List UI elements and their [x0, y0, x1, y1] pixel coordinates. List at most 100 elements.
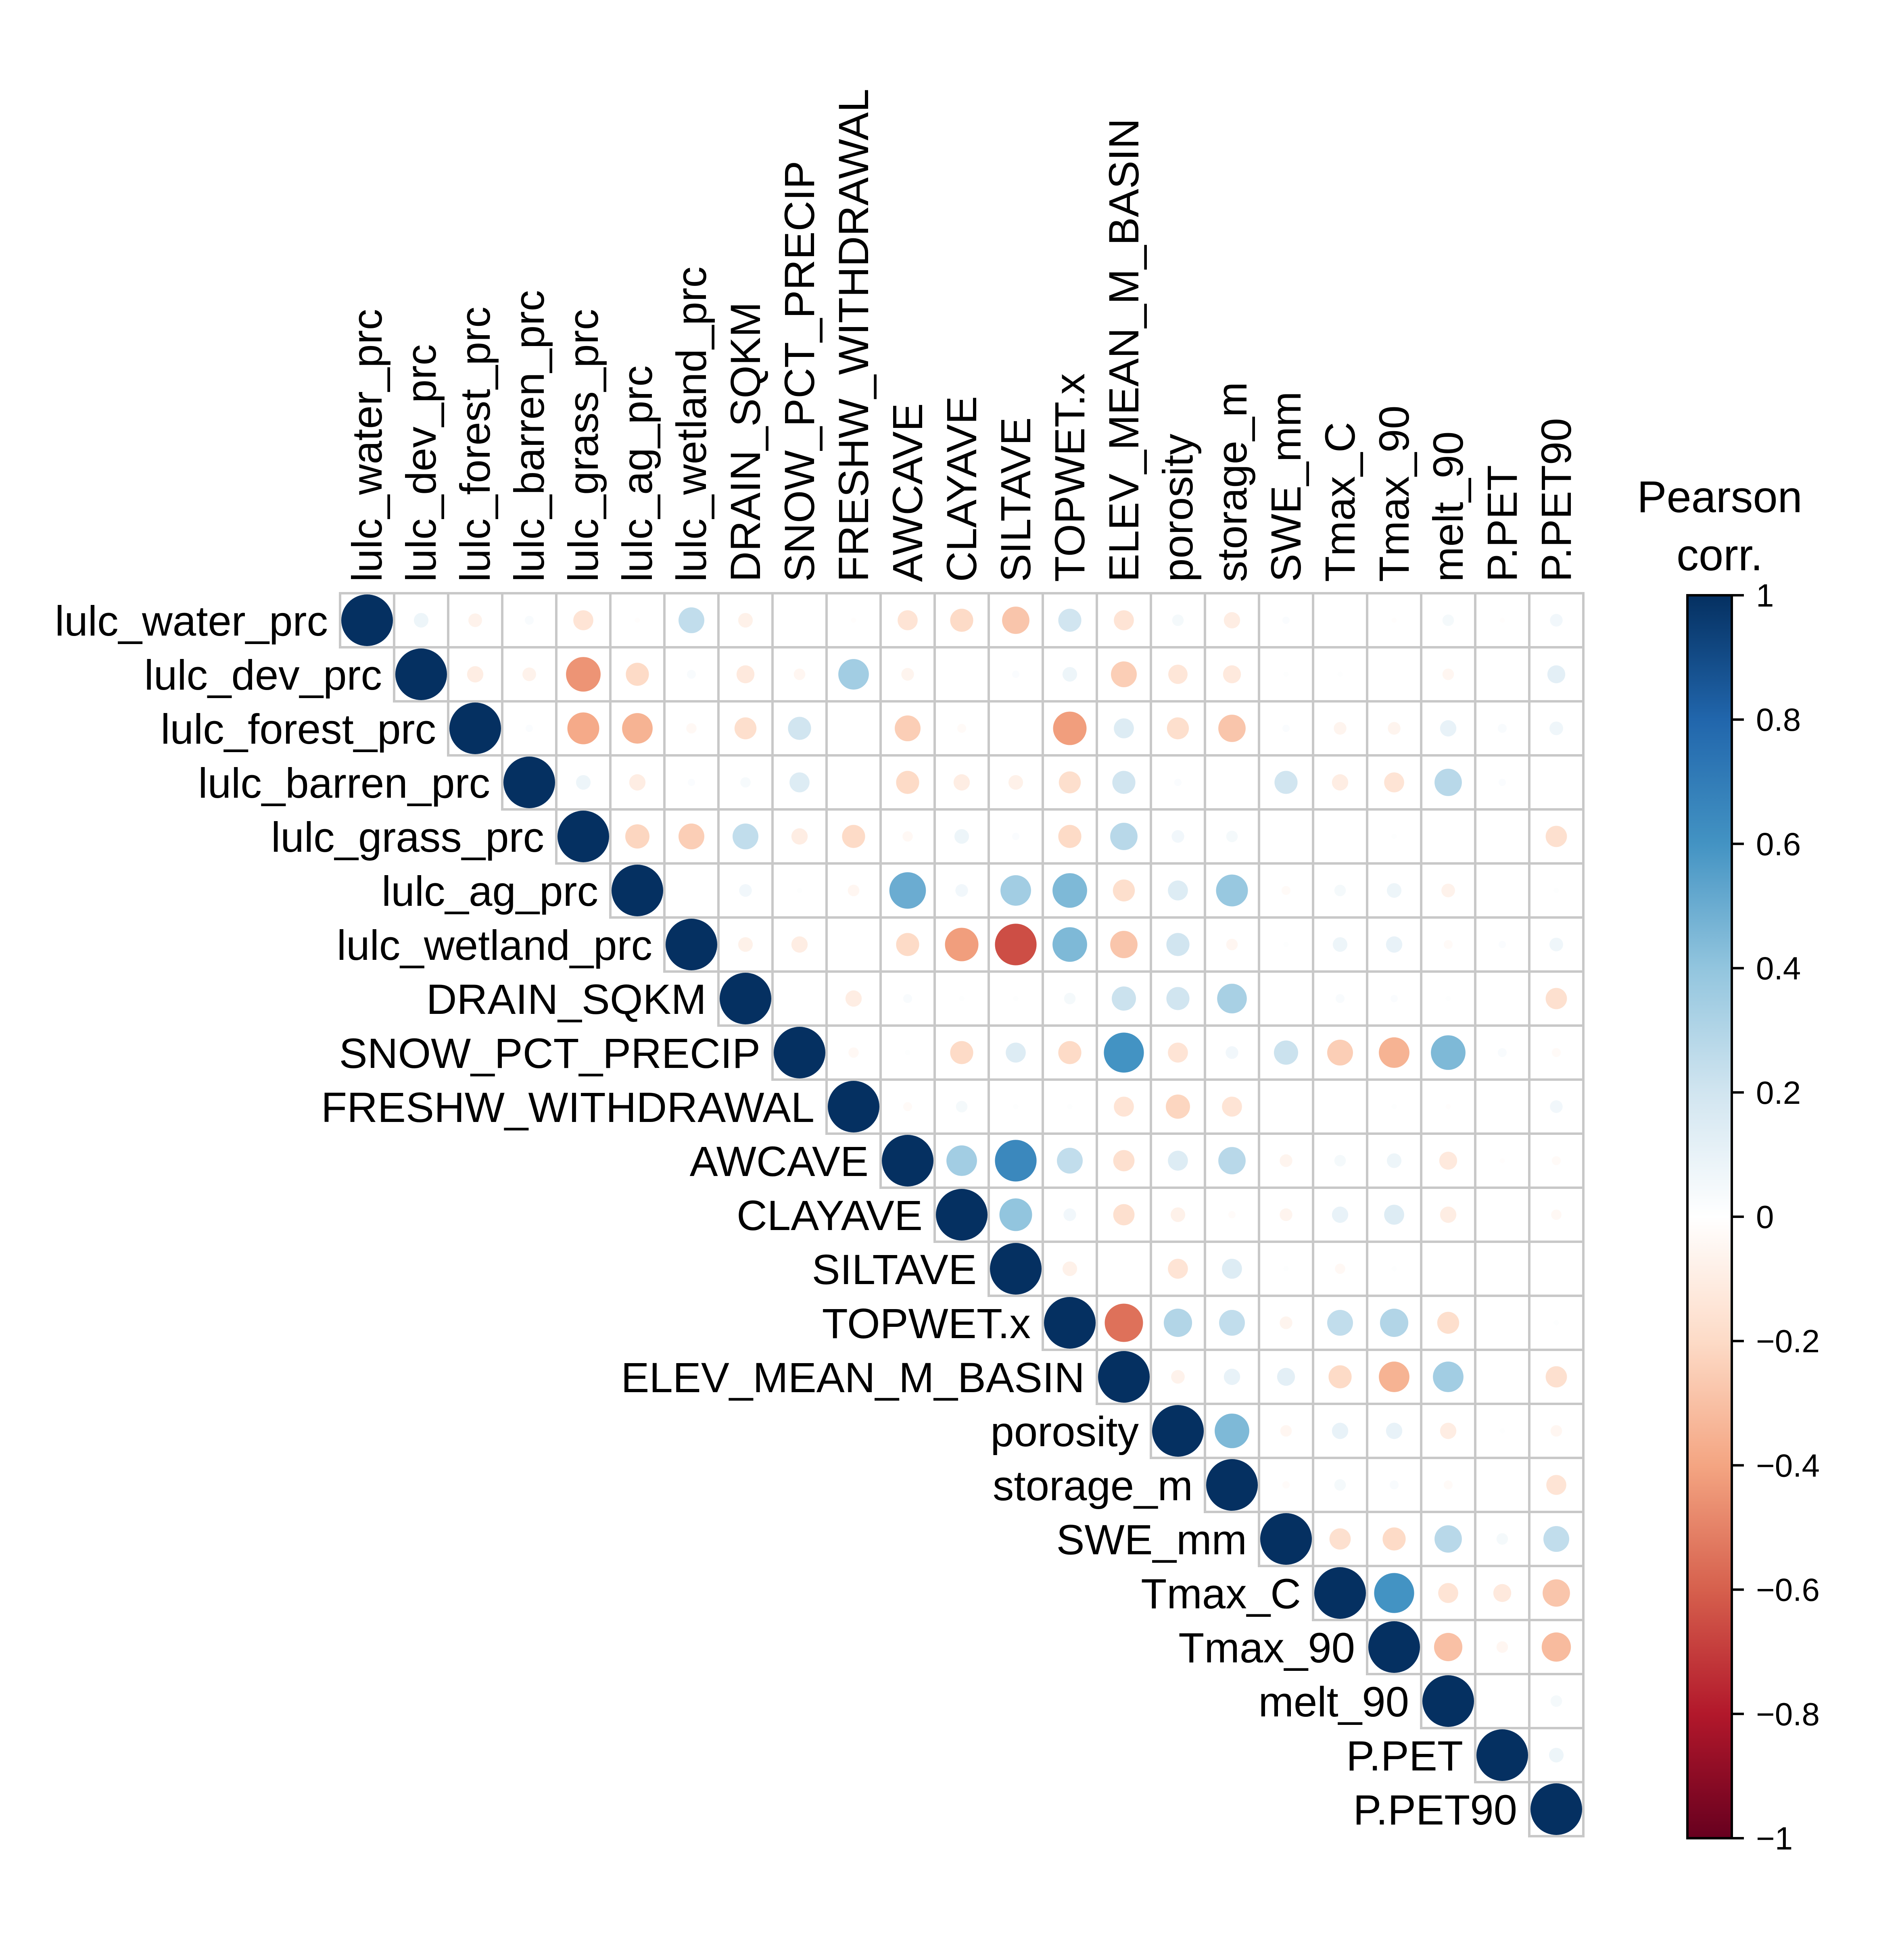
- corr-circle-lulc_water_prc-lulc_dev_prc: [413, 613, 429, 628]
- grid-cell: [1420, 808, 1476, 865]
- grid-cell: [1474, 646, 1530, 703]
- corr-circle-lulc_forest_prc-storage_m: [1218, 715, 1246, 742]
- corr-circle-lulc_dev_prc-Tmax_C: [1337, 671, 1343, 677]
- column-label: lulc_grass_prc: [560, 309, 607, 582]
- corr-circle-lulc_grass_prc-lulc_wetland_prc: [679, 824, 704, 849]
- corr-circle-SNOW_PCT_PRECIP-ELEV_MEAN_M_BASIN: [1104, 1032, 1144, 1073]
- corr-circle-Tmax_C-melt_90: [1438, 1583, 1458, 1603]
- corr-circle-lulc_barren_prc-lulc_ag_prc: [629, 774, 646, 791]
- corr-circle-AWCAVE-SILTAVE: [995, 1140, 1037, 1182]
- corr-circle-SNOW_PCT_PRECIP-storage_m: [1226, 1046, 1238, 1059]
- corr-circle-SNOW_PCT_PRECIP-melt_90: [1431, 1035, 1466, 1070]
- corr-circle-DRAIN_SQKM-DRAIN_SQKM: [720, 973, 771, 1024]
- corr-circle-porosity-storage_m: [1215, 1414, 1249, 1448]
- corr-circle-lulc_barren_prc-lulc_wetland_prc: [687, 778, 695, 786]
- corr-circle-lulc_grass_prc-ELEV_MEAN_M_BASIN: [1110, 823, 1138, 850]
- row-label: lulc_grass_prc: [271, 814, 544, 861]
- corr-circle-lulc_ag_prc-SNOW_PCT_PRECIP: [797, 888, 802, 893]
- corr-circle-lulc_water_prc-SILTAVE: [1002, 607, 1029, 634]
- grid-cell: [825, 916, 882, 973]
- corr-circle-lulc_grass_prc-FRESHW_WITHDRAWAL: [842, 825, 865, 848]
- corr-circle-TOPWET.x-TOPWET.x: [1044, 1297, 1096, 1349]
- column-label: lulc_forest_prc: [452, 307, 499, 582]
- corr-circle-TOPWET.x-SWE_mm: [1280, 1316, 1292, 1329]
- corr-circle-lulc_forest_prc-ELEV_MEAN_M_BASIN: [1114, 718, 1134, 738]
- corr-circle-lulc_grass_prc-SNOW_PCT_PRECIP: [791, 828, 808, 845]
- corr-circle-Tmax_90-Tmax_90: [1368, 1621, 1420, 1673]
- corr-circle-lulc_forest_prc-lulc_barren_prc: [525, 724, 533, 732]
- corr-circle-SILTAVE-storage_m: [1222, 1259, 1242, 1279]
- corr-circle-lulc_barren_prc-SILTAVE: [1008, 775, 1023, 790]
- corr-circle-lulc_water_prc-CLAYAVE: [950, 609, 973, 632]
- corr-circle-lulc_ag_prc-Tmax_C: [1334, 884, 1346, 897]
- grid-cell: [1474, 1295, 1530, 1351]
- corr-circle-lulc_water_prc-lulc_ag_prc: [635, 617, 640, 623]
- corr-circle-lulc_wetland_prc-P.PET: [1498, 940, 1506, 949]
- corr-circle-lulc_barren_prc-SWE_mm: [1274, 771, 1298, 794]
- grid-cell: [1528, 754, 1585, 811]
- corr-circle-lulc_dev_prc-porosity: [1168, 665, 1188, 684]
- corr-circle-ELEV_MEAN_M_BASIN-ELEV_MEAN_M_BASIN: [1098, 1351, 1150, 1403]
- corr-circle-lulc_dev_prc-SILTAVE: [1012, 670, 1020, 678]
- corr-circle-lulc_dev_prc-lulc_grass_prc: [566, 657, 601, 692]
- corr-circle-ELEV_MEAN_M_BASIN-Tmax_C: [1328, 1365, 1352, 1389]
- corr-circle-porosity-Tmax_90: [1386, 1422, 1403, 1439]
- correlation-cells: [341, 594, 1582, 1835]
- corr-circle-P.PET-P.PET: [1476, 1729, 1528, 1781]
- corr-circle-lulc_forest_prc-Tmax_90: [1388, 722, 1401, 735]
- corr-circle-ELEV_MEAN_M_BASIN-P.PET90: [1545, 1366, 1567, 1388]
- corr-circle-FRESHW_WITHDRAWAL-FRESHW_WITHDRAWAL: [828, 1081, 879, 1132]
- column-label: Tmax_C: [1317, 422, 1364, 582]
- row-label: lulc_water_prc: [55, 598, 328, 645]
- corr-circle-lulc_water_prc-storage_m: [1224, 612, 1240, 629]
- corr-circle-DRAIN_SQKM-P.PET90: [1545, 988, 1567, 1009]
- corr-circle-lulc_barren_prc-AWCAVE: [896, 771, 919, 794]
- column-label: ELEV_MEAN_M_BASIN: [1100, 118, 1148, 582]
- row-label: melt_90: [1258, 1679, 1409, 1726]
- grid: [339, 592, 1585, 1837]
- corr-circle-lulc_dev_prc-melt_90: [1442, 668, 1454, 680]
- corr-circle-storage_m-storage_m: [1206, 1459, 1258, 1511]
- grid-cell: [1474, 1457, 1530, 1513]
- corr-circle-lulc_wetland_prc-SNOW_PCT_PRECIP: [791, 936, 808, 953]
- column-label: P.PET: [1479, 465, 1526, 582]
- row-label: storage_m: [993, 1462, 1193, 1510]
- corr-circle-lulc_water_prc-FRESHW_WITHDRAWAL: [851, 617, 856, 623]
- corr-circle-lulc_water_prc-AWCAVE: [898, 610, 918, 630]
- corr-circle-lulc_dev_prc-lulc_dev_prc: [395, 648, 447, 700]
- corr-circle-lulc_wetland_prc-CLAYAVE: [945, 928, 979, 961]
- grid-cell: [1474, 1349, 1530, 1405]
- corr-circle-lulc_dev_prc-lulc_ag_prc: [626, 663, 649, 686]
- corr-circle-DRAIN_SQKM-AWCAVE: [903, 994, 912, 1003]
- corr-circle-porosity-SWE_mm: [1280, 1425, 1292, 1437]
- corr-circle-ELEV_MEAN_M_BASIN-Tmax_90: [1379, 1362, 1409, 1392]
- row-label: P.PET: [1346, 1733, 1463, 1780]
- grid-cell: [1420, 1241, 1476, 1297]
- corr-circle-lulc_forest_prc-AWCAVE: [895, 715, 921, 741]
- corr-circle-storage_m-P.PET90: [1546, 1475, 1566, 1495]
- corr-circle-SILTAVE-TOPWET.x: [1062, 1261, 1077, 1276]
- corr-circle-lulc_grass_prc-P.PET90: [1545, 826, 1567, 847]
- column-label: lulc_wetland_prc: [668, 267, 715, 582]
- corr-circle-lulc_ag_prc-Tmax_90: [1386, 883, 1402, 898]
- column-label: lulc_dev_prc: [398, 344, 445, 582]
- corr-circle-lulc_grass_prc-porosity: [1171, 830, 1184, 843]
- corr-circle-lulc_dev_prc-ELEV_MEAN_M_BASIN: [1111, 661, 1137, 687]
- corr-circle-lulc_forest_prc-lulc_ag_prc: [622, 713, 653, 744]
- corr-circle-lulc_water_prc-lulc_forest_prc: [468, 613, 482, 627]
- colorbar-tick-label: 0.8: [1756, 702, 1801, 738]
- grid-cell: [1258, 970, 1314, 1027]
- corr-circle-lulc_dev_prc-FRESHW_WITHDRAWAL: [838, 659, 869, 690]
- corr-circle-lulc_grass_prc-lulc_ag_prc: [625, 824, 649, 849]
- corr-circle-SNOW_PCT_PRECIP-CLAYAVE: [950, 1041, 973, 1064]
- colorbar-tick-label: 0.2: [1756, 1075, 1801, 1111]
- corr-circle-lulc_barren_prc-melt_90: [1434, 769, 1462, 796]
- corr-circle-porosity-P.PET: [1499, 1428, 1505, 1434]
- corr-circle-lulc_barren_prc-SNOW_PCT_PRECIP: [789, 772, 810, 792]
- row-label: porosity: [990, 1408, 1139, 1455]
- corr-circle-porosity-Tmax_C: [1332, 1422, 1349, 1439]
- corr-circle-lulc_forest_prc-TOPWET.x: [1053, 711, 1087, 745]
- corr-circle-SNOW_PCT_PRECIP-P.PET: [1497, 1048, 1507, 1057]
- corr-circle-lulc_wetland_prc-melt_90: [1443, 940, 1453, 949]
